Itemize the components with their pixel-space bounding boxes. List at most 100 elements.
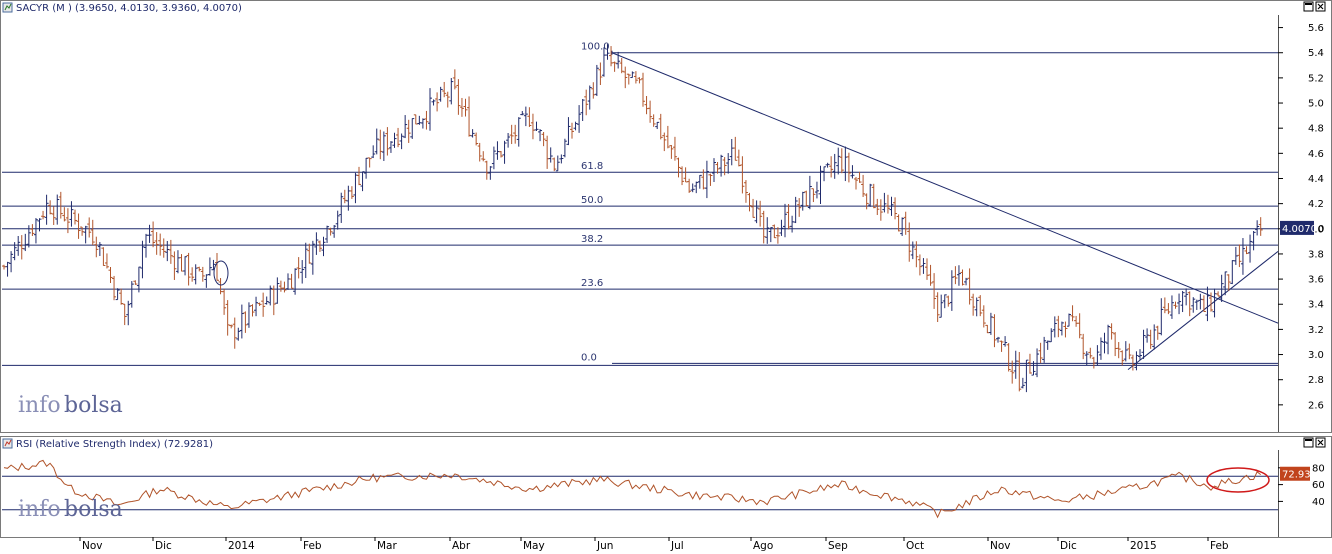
price-panel: [0, 0, 1332, 433]
ohlc-bar: [637, 77, 642, 84]
ohlc-bar: [633, 71, 638, 84]
ohlc-bar: [506, 132, 511, 148]
ohlc-bar: [868, 183, 873, 207]
ohlc-bar: [1177, 293, 1182, 315]
ohlc-bar: [328, 227, 333, 236]
watermark-rsi-info: info: [18, 497, 61, 522]
rsi-panel-title: RSI (Relative Strength Index) (72.9281): [16, 439, 213, 450]
ohlc-bar: [1063, 321, 1068, 338]
ohlc-bar: [83, 225, 88, 244]
ohlc-bar: [1223, 271, 1228, 296]
ohlc-bar: [726, 153, 731, 174]
last-price-label: 4.0070 0: [1280, 220, 1324, 235]
ohlc-bar: [914, 241, 919, 268]
time-axis: Nov Dic 2014 Feb Mar Abr May Jun Jul Ago Sep Oct Nov…: [79, 537, 1229, 552]
ohlc-bar: [1194, 299, 1199, 310]
ohlc-bar: [523, 106, 528, 127]
ohlc-bar: [435, 92, 440, 112]
ohlc-bar: [271, 285, 276, 316]
price-axis-label: 5.6: [1308, 23, 1324, 34]
ohlc-bar: [598, 62, 603, 86]
ohlc-bar: [268, 285, 273, 306]
ohlc-bar: [367, 157, 372, 168]
ohlc-bar: [743, 180, 748, 203]
rsi-panel: [0, 436, 1332, 538]
ohlc-bar: [885, 194, 890, 214]
ohlc-bar: [378, 129, 383, 160]
ohlc-bar: [1127, 343, 1132, 360]
ohlc-bar: [151, 221, 156, 248]
watermark-rsi: info bolsa: [18, 497, 123, 522]
rsi-panel-maximize-icon[interactable]: [1303, 437, 1314, 448]
rsi-panel-icon[interactable]: [2, 438, 13, 449]
ohlc-bar: [861, 174, 866, 197]
fib-label: 50.0: [581, 195, 603, 206]
ohlc-bar: [839, 148, 844, 174]
ohlc-bar: [1006, 343, 1011, 372]
ohlc-bar: [935, 292, 940, 322]
ohlc-bar: [76, 213, 81, 239]
ohlc-bar: [104, 253, 109, 269]
ohlc-bar: [69, 201, 74, 227]
ohlc-bar: [1042, 336, 1047, 363]
ohlc-bar: [12, 242, 17, 261]
ohlc-bar: [1209, 292, 1213, 312]
ohlc-bar: [520, 111, 525, 116]
ohlc-bar: [385, 127, 390, 156]
trendline-uptrend: [1127, 251, 1279, 371]
ohlc-bar: [158, 233, 163, 256]
ohlc-bar: [1130, 354, 1135, 371]
ohlc-bar: [26, 225, 31, 248]
ohlc-bar: [119, 288, 124, 305]
ohlc-bar: [928, 264, 933, 286]
ohlc-bar: [676, 157, 681, 178]
ohlc-bar: [254, 296, 259, 317]
rsi-panel-close-icon[interactable]: [1315, 437, 1326, 448]
ohlc-bar: [332, 225, 337, 238]
ohlc-bar: [939, 294, 944, 318]
ohlc-bar: [740, 156, 745, 194]
ohlc-bar: [1184, 288, 1189, 306]
ohlc-bar: [612, 61, 617, 72]
ohlc-bar: [133, 280, 138, 285]
ohlc-bar: [101, 247, 106, 266]
ohlc-bar: [406, 119, 411, 143]
ohlc-bar: [1159, 298, 1164, 336]
ohlc-bar: [964, 277, 969, 286]
ohlc-bar: [1141, 329, 1146, 359]
ohlc-bar: [477, 142, 482, 162]
month-label: Sep: [828, 540, 848, 552]
ohlc-bar: [229, 324, 234, 329]
ohlc-bar: [349, 186, 354, 199]
ohlc-bar: [630, 71, 635, 79]
ohlc-bar: [147, 224, 152, 243]
ohlc-bar: [566, 117, 571, 146]
price-panel-maximize-icon[interactable]: [1303, 1, 1314, 12]
ohlc-bar: [392, 132, 397, 148]
ohlc-bar: [289, 273, 294, 289]
ohlc-bar: [115, 288, 120, 301]
ohlc-bar: [793, 196, 798, 224]
ohlc-bar: [751, 198, 756, 218]
ohlc-bar: [797, 198, 802, 217]
ohlc-bars: [2, 44, 1263, 393]
ohlc-bar: [978, 295, 983, 317]
ohlc-bar: [264, 296, 269, 305]
ohlc-bar: [971, 293, 976, 316]
ohlc-bar: [1067, 313, 1071, 327]
ohlc-bar: [300, 260, 305, 284]
ohlc-bar: [825, 162, 830, 168]
ohlc-bar: [399, 133, 404, 150]
ohlc-bar: [946, 295, 951, 307]
ohlc-bar: [1244, 246, 1249, 255]
ohlc-bar: [942, 294, 947, 309]
price-panel-close-icon[interactable]: [1315, 1, 1326, 12]
ohlc-bar: [559, 154, 564, 164]
ohlc-bar: [410, 118, 415, 139]
ohlc-bar: [655, 121, 660, 130]
rsi-series-line: [3, 459, 1262, 519]
ohlc-bar: [878, 199, 883, 221]
price-panel-icon[interactable]: [2, 2, 13, 13]
ohlc-bar: [1049, 328, 1054, 343]
